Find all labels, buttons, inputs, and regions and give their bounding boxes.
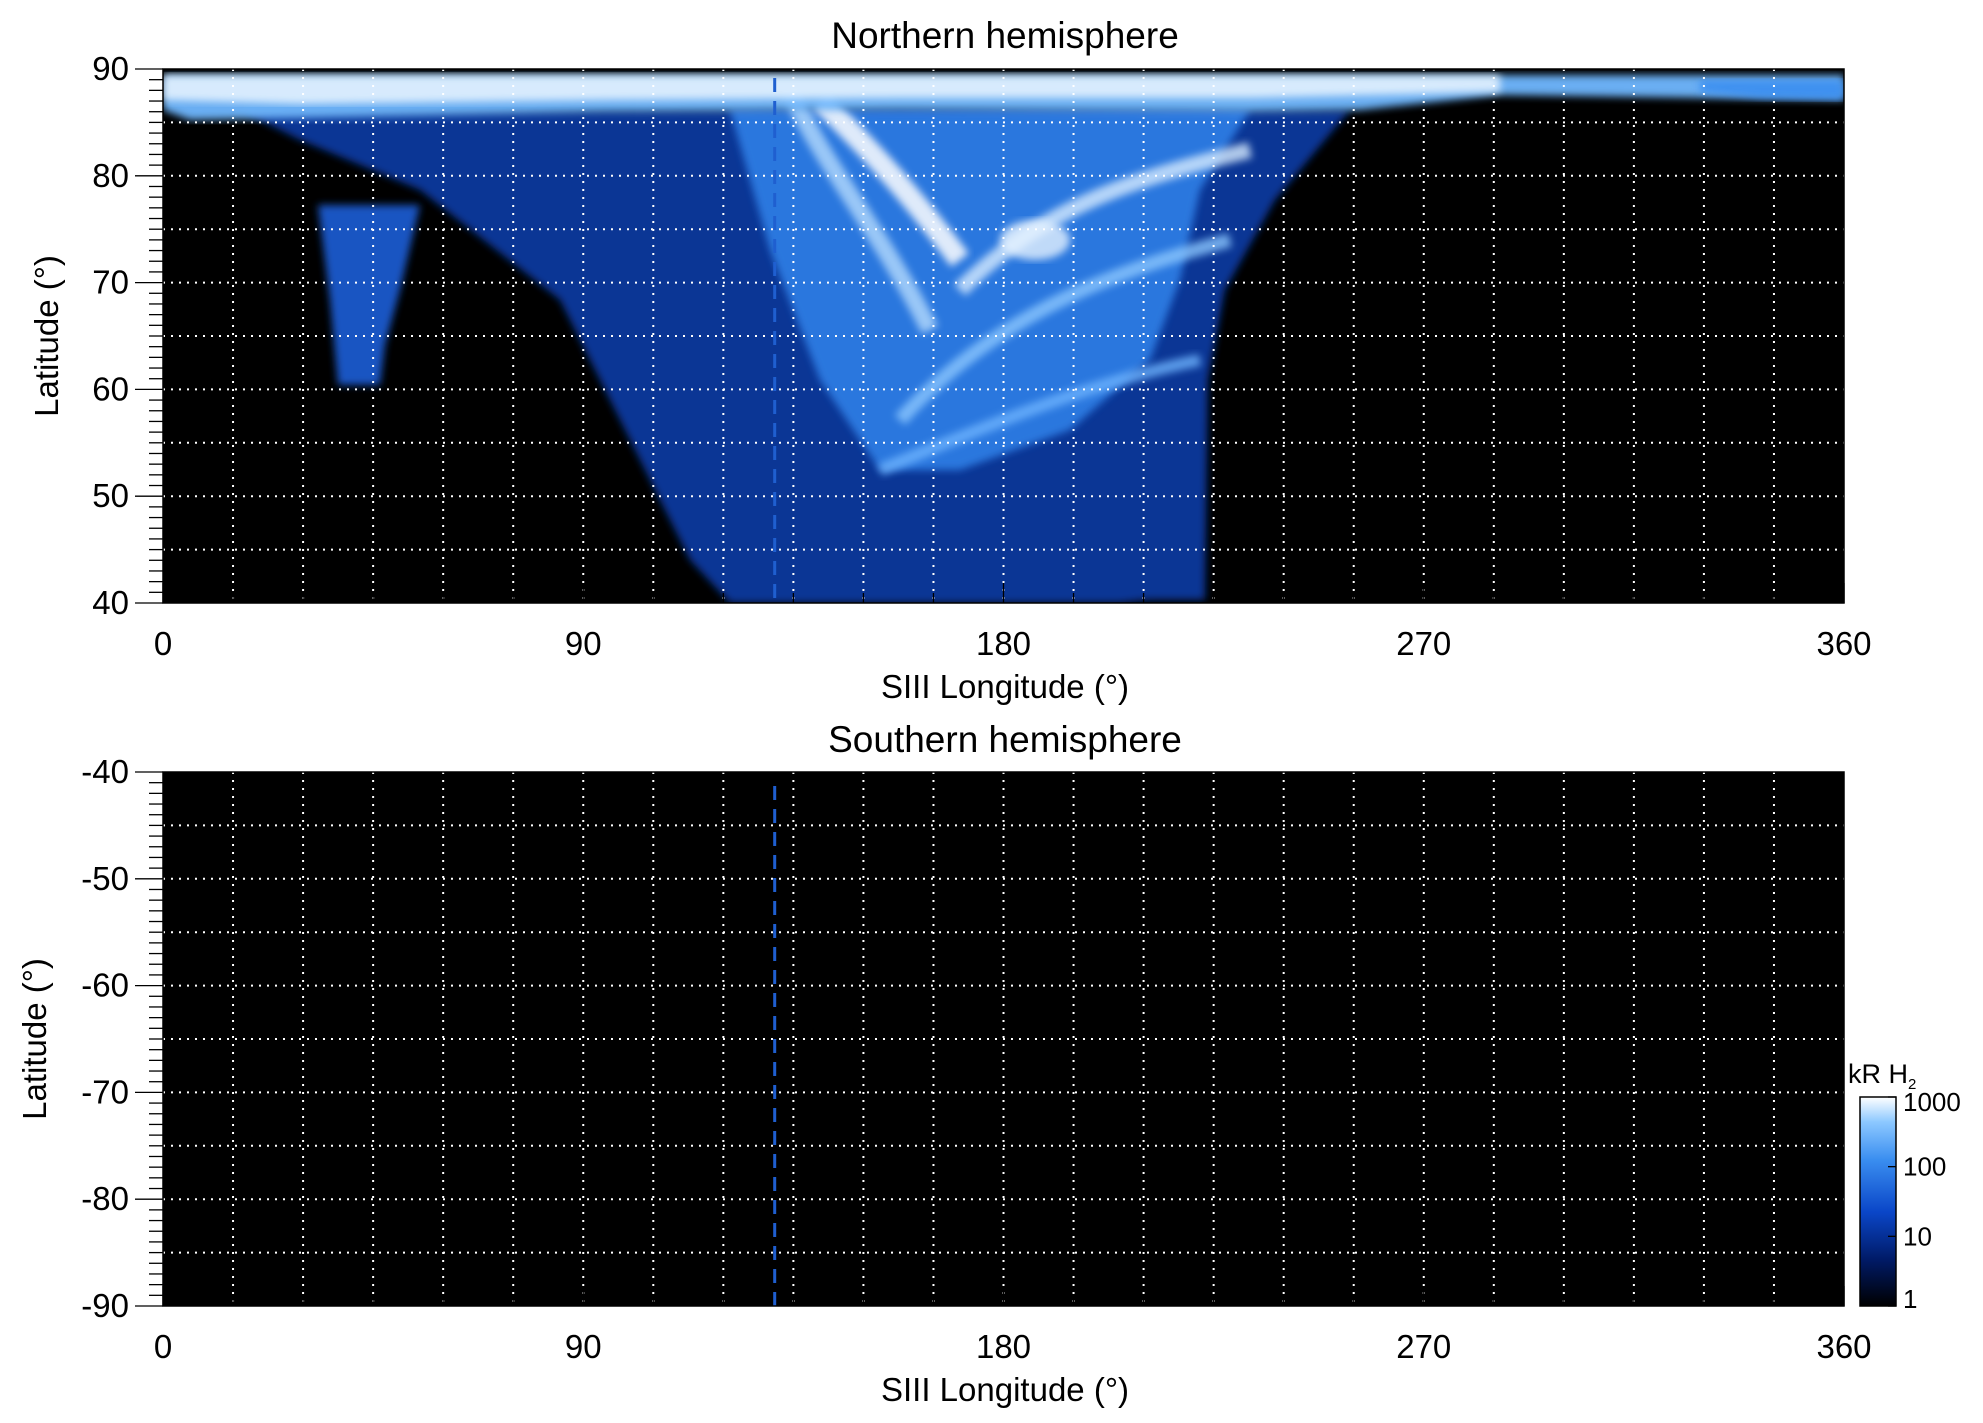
south-xtick-label: 360 xyxy=(1816,1328,1871,1365)
north-bright-arc-5 xyxy=(877,354,1202,476)
north-ytick-label: 50 xyxy=(92,477,129,514)
south-ytick-label: -50 xyxy=(81,860,129,897)
colorbar: kR H2 1000 100 10 1 xyxy=(1848,1059,1961,1314)
south-grid xyxy=(163,772,1844,1306)
north-emission-image xyxy=(163,75,1844,603)
north-bright-arc-3 xyxy=(954,142,1252,296)
north-xtick-label: 90 xyxy=(565,625,602,662)
colorbar-tick-label: 1 xyxy=(1903,1284,1917,1314)
south-ytick-label: -80 xyxy=(81,1180,129,1217)
north-ytick-label: 40 xyxy=(92,584,129,621)
south-ytick-label: -60 xyxy=(81,967,129,1004)
north-ytick-label: 70 xyxy=(92,264,129,301)
south-ytick-label: -90 xyxy=(81,1287,129,1324)
panel-north-title: Northern hemisphere xyxy=(831,15,1179,56)
north-bright-spot xyxy=(1000,220,1070,260)
north-grid xyxy=(163,69,1844,603)
north-ytick-label: 80 xyxy=(92,157,129,194)
north-ytick-label: 90 xyxy=(92,50,129,87)
north-emission-left-patch xyxy=(318,205,420,385)
north-xtick-label: 180 xyxy=(976,625,1031,662)
north-xtick-label: 0 xyxy=(154,625,172,662)
north-xtick-label: 270 xyxy=(1396,625,1451,662)
panel-south: Southern hemisphere -40 -50 -60 -70 -80 -90 0 9… xyxy=(16,719,1872,1408)
south-ytick-label: -70 xyxy=(81,1073,129,1110)
panel-south-title: Southern hemisphere xyxy=(828,719,1182,760)
colorbar-tick-label: 100 xyxy=(1903,1152,1946,1182)
north-ytick-label: 60 xyxy=(92,370,129,407)
colorbar-tick-label: 1000 xyxy=(1903,1087,1961,1117)
panel-north: Northern hemisphere 40 50 60 70 80 90 0 90 180 27… xyxy=(28,15,1872,705)
colorbar-label-subscript: 2 xyxy=(1908,1076,1916,1093)
south-xtick-label: 180 xyxy=(976,1328,1031,1365)
north-bright-arc-2 xyxy=(812,92,969,267)
south-xtick-label: 270 xyxy=(1396,1328,1451,1365)
north-axes: 40 50 60 70 80 90 0 90 180 270 360 xyxy=(92,50,1871,662)
colorbar-tick-label: 10 xyxy=(1903,1221,1932,1251)
south-ylabel: Latitude (°) xyxy=(16,958,53,1120)
north-bright-arc-4 xyxy=(894,233,1232,425)
south-xlabel: SIII Longitude (°) xyxy=(881,1371,1129,1408)
south-ytick-label: -40 xyxy=(81,753,129,790)
south-xtick-label: 90 xyxy=(565,1328,602,1365)
colorbar-gradient xyxy=(1859,1096,1897,1307)
south-xtick-label: 0 xyxy=(154,1328,172,1365)
colorbar-label: kR H2 xyxy=(1848,1059,1916,1093)
north-bright-arc-1 xyxy=(781,86,939,335)
north-ylabel: Latitude (°) xyxy=(28,255,65,417)
north-xtick-label: 360 xyxy=(1816,625,1871,662)
north-polar-band-right xyxy=(1700,80,1844,100)
north-xlabel: SIII Longitude (°) xyxy=(881,668,1129,705)
north-polar-band-bright xyxy=(163,75,1500,104)
colorbar-ticks: 1000 100 10 1 xyxy=(1888,1087,1961,1314)
south-axes: -40 -50 -60 -70 -80 -90 0 90 180 270 360 xyxy=(81,753,1871,1365)
